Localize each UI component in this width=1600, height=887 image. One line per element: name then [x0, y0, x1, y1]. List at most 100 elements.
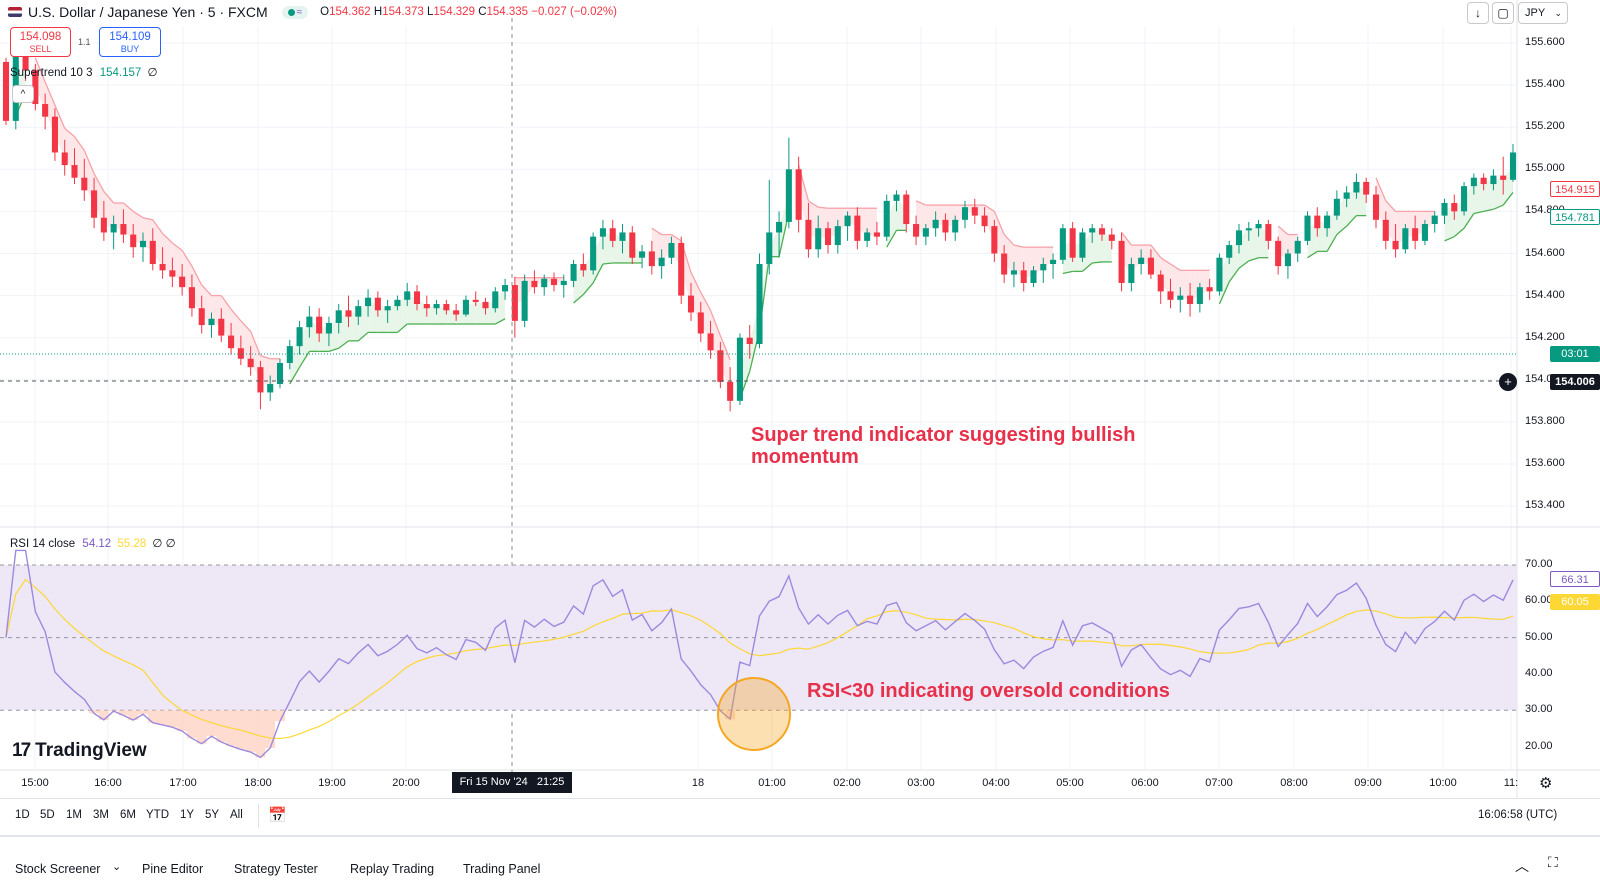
range-all-button[interactable]: All — [230, 809, 243, 821]
supertrend-fill — [867, 208, 877, 237]
tab-stock-screener[interactable]: Stock Screener — [15, 862, 101, 876]
crosshair-price-label: 154.006 — [1550, 374, 1600, 390]
candle-body — [570, 264, 577, 281]
scroll-to-latest-icon[interactable]: ↓ — [1467, 2, 1489, 24]
supertrend-fill — [1317, 221, 1328, 252]
supertrend-fill — [1160, 257, 1171, 296]
maximize-panel-icon[interactable]: ⛶ — [1548, 854, 1558, 870]
range-5d-button[interactable]: 5D — [40, 809, 55, 821]
supertrend-up-price-label: 154.781 — [1550, 209, 1600, 225]
candle-body — [717, 350, 724, 382]
candle-body — [306, 316, 313, 328]
candle-body — [942, 219, 949, 233]
candle-body — [1118, 240, 1125, 283]
tab-strategy-tester[interactable]: Strategy Tester — [234, 862, 318, 876]
sell-button[interactable]: 154.098 SELL — [10, 27, 71, 57]
candle-body — [316, 316, 323, 334]
supertrend-down-line — [690, 272, 702, 293]
supertrend-fill — [1082, 230, 1093, 272]
supertrend-up-line — [1228, 267, 1240, 283]
candle-body — [824, 228, 832, 246]
range-5y-button[interactable]: 5Y — [205, 809, 220, 821]
supertrend-down-line — [44, 81, 56, 106]
range-1y-button[interactable]: 1Y — [180, 809, 195, 821]
candle-body — [1098, 228, 1106, 235]
candle-body — [746, 337, 753, 345]
candle-body — [1461, 186, 1468, 212]
candle-body — [139, 240, 147, 248]
chevron-down-icon[interactable]: ⌄ — [112, 861, 122, 873]
range-3m-button[interactable]: 3M — [93, 809, 109, 821]
supertrend-down-line — [250, 331, 262, 356]
chevron-up-icon[interactable]: ︿ — [1515, 858, 1529, 874]
supertrend-down-line — [671, 234, 682, 242]
add-alert-icon[interactable]: + — [1499, 373, 1517, 391]
supertrend-down-line — [181, 250, 193, 267]
candle-body — [1402, 228, 1409, 250]
candle-body — [374, 297, 381, 311]
candle-body — [492, 291, 499, 309]
range-1m-button[interactable]: 1M — [66, 809, 82, 821]
candle-body — [188, 287, 195, 309]
tab-pine-editor[interactable]: Pine Editor — [142, 862, 204, 876]
delayed-icon: ≈ — [296, 6, 303, 18]
rsi-tick-label: 20.00 — [1525, 739, 1553, 752]
supertrend-up-line — [1062, 270, 1073, 275]
tab-trading-panel[interactable]: Trading Panel — [463, 862, 541, 876]
range-divider — [258, 804, 259, 828]
collapse-legend-icon[interactable]: ^ — [12, 85, 34, 103]
supertrend-down-line — [171, 242, 183, 251]
candle-body — [198, 308, 205, 326]
supertrend-fill — [700, 292, 711, 342]
candle-body — [257, 367, 264, 393]
candle-body — [61, 152, 68, 166]
supertrend-fill — [612, 234, 623, 263]
rsi-tick-label: 50.00 — [1525, 630, 1553, 643]
supertrend-up-line — [1307, 250, 1318, 259]
utc-clock[interactable]: 16:06:58 (UTC) — [1478, 809, 1558, 821]
buy-button[interactable]: 154.109 BUY — [99, 27, 161, 57]
sell-label: SELL — [29, 44, 52, 54]
supertrend-name: Supertrend — [10, 67, 67, 79]
rsi-value-label: 66.31 — [1550, 571, 1600, 587]
date-range-calendar-icon[interactable]: 📅 — [268, 807, 287, 824]
supertrend-fill — [720, 335, 731, 392]
maximize-icon[interactable]: ▢ — [1492, 2, 1514, 24]
candle-body — [599, 228, 606, 237]
supertrend-down-line — [201, 284, 212, 297]
tab-replay-trading[interactable]: Replay Trading — [350, 862, 435, 876]
range-ytd-button[interactable]: YTD — [146, 809, 169, 821]
supertrend-fill — [426, 306, 437, 325]
candle-body — [1196, 287, 1203, 305]
candle-body — [1500, 175, 1507, 180]
candle-body — [443, 304, 450, 311]
rsi-tick-label: 60.00 — [1525, 594, 1553, 607]
candle-body — [511, 285, 518, 321]
supertrend-down-line — [34, 57, 46, 83]
supertrend-up-line — [1248, 257, 1259, 262]
candle-body — [687, 295, 695, 313]
supertrend-down-price-label: 154.915 — [1550, 181, 1600, 197]
supertrend-down-line — [915, 200, 927, 206]
candle-body — [1363, 181, 1370, 195]
chart-canvas[interactable] — [0, 0, 1600, 800]
candle-body — [1128, 264, 1135, 283]
supertrend-up-line — [1473, 210, 1484, 215]
candle-body — [678, 242, 685, 296]
supertrend-legend[interactable]: Supertrend 10 3 154.157 ∅ — [10, 65, 158, 79]
rsi-legend[interactable]: RSI 14 close 54.12 55.28 ∅ ∅ — [10, 536, 176, 550]
candle-body — [149, 240, 156, 265]
symbol-title[interactable]: U.S. Dollar / Japanese Yen · 5 · FXCM — [28, 4, 268, 20]
tradingview-watermark[interactable]: 17 TradingView — [12, 740, 147, 762]
time-tick-label: 20:00 — [392, 777, 420, 789]
currency-select[interactable]: JPY ⌄ — [1518, 2, 1568, 24]
candle-body — [639, 251, 646, 258]
settings-gear-icon[interactable]: ⚙ — [1539, 775, 1553, 792]
flag-icon — [8, 7, 22, 17]
chart-header: U.S. Dollar / Japanese Yen · 5 · FXCM ≈ … — [8, 0, 617, 24]
market-status-badge[interactable]: ≈ — [281, 5, 309, 19]
range-6m-button[interactable]: 6M — [120, 809, 136, 821]
change-value: −0.027 (−0.02%) — [531, 6, 617, 18]
range-1d-button[interactable]: 1D — [15, 809, 30, 821]
